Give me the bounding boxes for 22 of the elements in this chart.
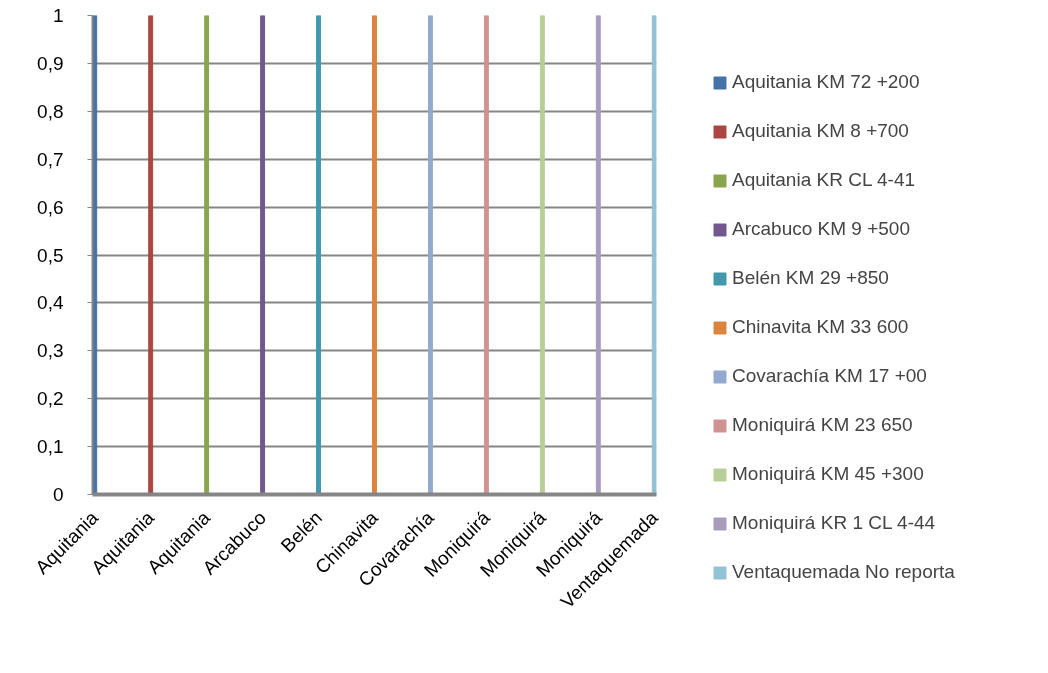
y-tick-label: 0,4 — [37, 292, 64, 314]
y-tick-label: 0,2 — [37, 388, 64, 410]
legend-label: Ventaquemada No reporta — [732, 561, 955, 583]
legend-label: Aquitania KM 8 +700 — [732, 120, 909, 142]
y-tick-label: 0 — [52, 484, 64, 505]
legend-label: Aquitania KM 72 +200 — [732, 71, 920, 93]
legend-label: Belén KM 29 +850 — [732, 267, 889, 289]
legend-label: Moniquirá KM 45 +300 — [732, 463, 924, 485]
legend-label: Moniquirá KR 1 CL 4-44 — [732, 512, 936, 534]
y-tick-label: 0,1 — [37, 436, 64, 458]
legend-label: Chinavita KM 33 600 — [732, 316, 909, 338]
legend-label: Arcabuco KM 9 +500 — [732, 218, 910, 240]
y-tick-label: 0,3 — [37, 340, 64, 362]
y-tick-label: 0,9 — [37, 52, 64, 74]
legend-label: Moniquirá KM 23 650 — [732, 414, 913, 436]
y-tick-label: 0,8 — [37, 100, 64, 122]
y-tick-label: 0,5 — [37, 244, 64, 266]
legend-label: Covarachía KM 17 +00 — [732, 365, 927, 387]
y-tick-label: 0,7 — [37, 148, 64, 170]
legend-label: Aquitania KR CL 4-41 — [732, 169, 916, 191]
y-tick-label: 0,6 — [37, 196, 64, 218]
y-tick-label: 1 — [52, 5, 64, 26]
